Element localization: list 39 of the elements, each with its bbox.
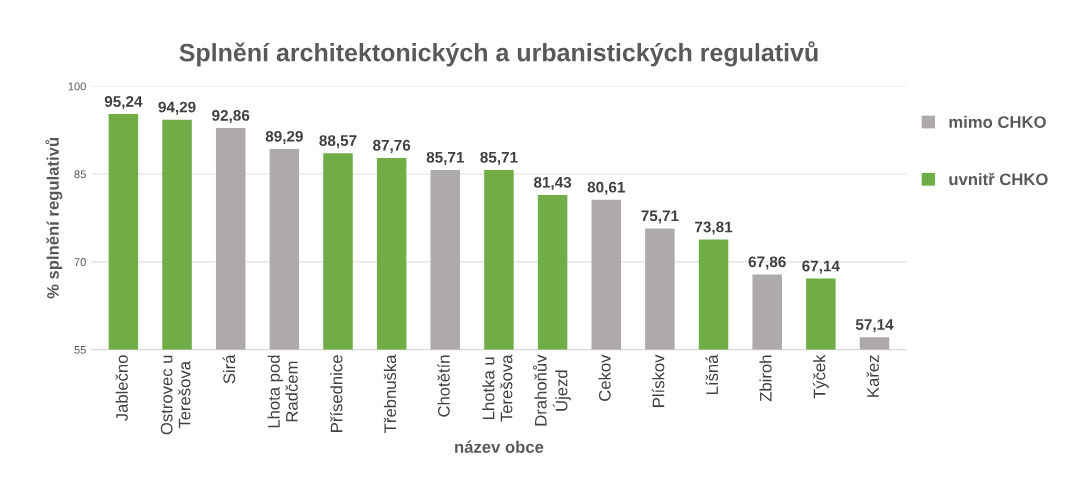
y-tick-label: 70 <box>74 258 86 266</box>
x-tick-label: Chotětín <box>437 355 450 417</box>
x-tick-label: Týček <box>812 354 829 399</box>
x-tick-label: Kařez <box>866 355 879 397</box>
data-label: 95,24 <box>104 96 143 110</box>
legend-label: uvnitř CHKO <box>949 172 1048 186</box>
chart-title: Splnění architektonických a urbanistických regulativů <box>179 41 818 67</box>
data-label: 94,29 <box>158 101 196 115</box>
data-label: 73,81 <box>695 221 733 235</box>
data-label: 85,71 <box>426 151 464 165</box>
y-tick-label: 100 <box>68 82 86 91</box>
data-label: 87,76 <box>373 139 411 153</box>
x-tick-label: Lhota pod Radčem <box>267 355 298 428</box>
x-tick-label: Zbiroh <box>759 355 772 402</box>
data-label: 67,14 <box>802 260 840 274</box>
data-label: 81,43 <box>533 176 572 190</box>
x-axis-title: název obce <box>455 440 544 453</box>
x-tick-label: Plískov <box>651 354 665 407</box>
data-label: 92,86 <box>212 110 250 124</box>
data-label: 88,57 <box>319 135 357 149</box>
data-label: 75,71 <box>641 210 679 224</box>
x-tick-label: Lhotka u Terešova <box>482 354 513 422</box>
data-label: 89,29 <box>265 130 303 144</box>
y-tick-label: 85 <box>74 170 86 179</box>
data-label: 67,86 <box>748 256 786 270</box>
y-axis-title: % splnění regulativů <box>45 138 63 299</box>
x-tick-label: Sirá <box>222 354 236 384</box>
legend-label: mimo CHKO <box>949 115 1046 128</box>
data-label: 57,14 <box>855 319 894 333</box>
data-label: 85,71 <box>480 151 518 165</box>
y-tick-label: 55 <box>74 346 86 354</box>
x-tick-label: Ostrovec u Terešova <box>160 355 191 435</box>
x-tick-label: Přísednice <box>330 355 343 432</box>
x-tick-label: Líšná <box>705 354 719 394</box>
data-label: 80,61 <box>587 181 625 195</box>
x-tick-label: Jablečno <box>115 355 128 421</box>
x-tick-label: Třebnuška <box>383 354 397 433</box>
x-tick-label: Drahoňův Újezd <box>533 354 571 426</box>
x-tick-label: Cekov <box>598 354 611 401</box>
